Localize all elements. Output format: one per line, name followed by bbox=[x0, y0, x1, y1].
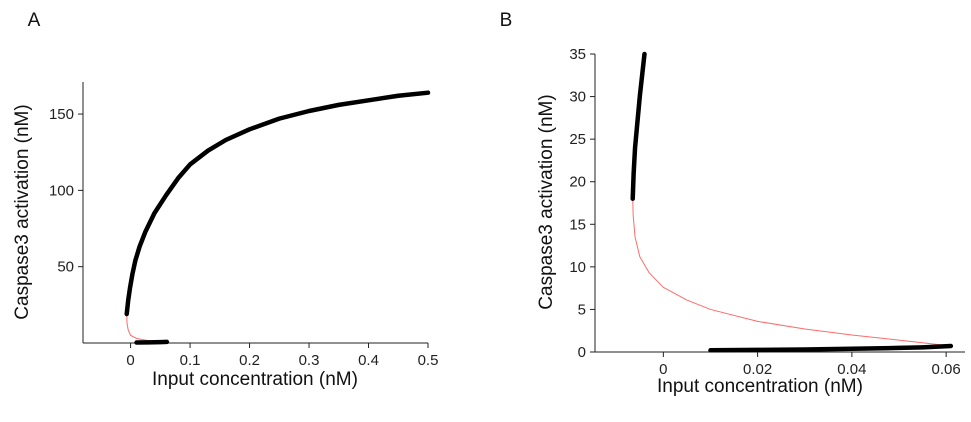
y-tick-label: 20 bbox=[569, 174, 586, 191]
stable-branch-line-2 bbox=[134, 339, 170, 345]
unstable-branch-line-1 bbox=[632, 198, 952, 347]
chart-panel-b: B 0 0.02 0.04 0.06 0 5 10 15 20 25 30 35 Input concen… bbox=[500, 10, 965, 397]
x-tick-label: 0.02 bbox=[743, 361, 772, 378]
y-tick-label: 30 bbox=[569, 89, 586, 106]
stable-branch-line-2 bbox=[708, 343, 954, 353]
y-tick-label: 100 bbox=[49, 182, 74, 199]
y-tick-label: 10 bbox=[569, 259, 586, 276]
x-tick-label: 0.4 bbox=[358, 352, 379, 369]
x-axis-label: Input concentration (nM) bbox=[657, 376, 863, 397]
y-tick-label: 25 bbox=[569, 131, 586, 148]
x-tick-label: 0.1 bbox=[180, 352, 201, 369]
x-tick-label: 0.2 bbox=[239, 352, 260, 369]
x-tick-label: 0 bbox=[659, 361, 667, 378]
x-tick-label: 0.06 bbox=[932, 361, 961, 378]
y-tick-label: 35 bbox=[569, 46, 586, 63]
stable-branch-line-0 bbox=[124, 90, 431, 317]
y-tick-label: 15 bbox=[569, 216, 586, 233]
x-tick-label: 0 bbox=[126, 352, 134, 369]
y-axis-label: Caspase3 activation (nM) bbox=[536, 94, 557, 309]
panel-label: B bbox=[500, 10, 513, 31]
stable-branch-line-0 bbox=[630, 51, 647, 201]
x-tick-label: 0.3 bbox=[299, 352, 320, 369]
y-tick-label: 5 bbox=[578, 301, 586, 318]
y-axis-label: Caspase3 activation (nM) bbox=[12, 104, 33, 319]
chart-panel-a: A 0 0.1 0.2 0.3 0.4 0.5 50 100 150 Input concentra… bbox=[12, 10, 438, 390]
y-tick-label: 150 bbox=[49, 106, 74, 123]
panel-label: A bbox=[28, 10, 41, 31]
y-tick-label: 0 bbox=[578, 344, 586, 361]
x-tick-label: 0.5 bbox=[418, 352, 439, 369]
x-tick-label: 0.04 bbox=[837, 361, 866, 378]
y-tick-label: 50 bbox=[57, 259, 74, 276]
x-axis-label: Input concentration (nM) bbox=[152, 369, 358, 390]
unstable-branch-line-1 bbox=[126, 313, 168, 343]
